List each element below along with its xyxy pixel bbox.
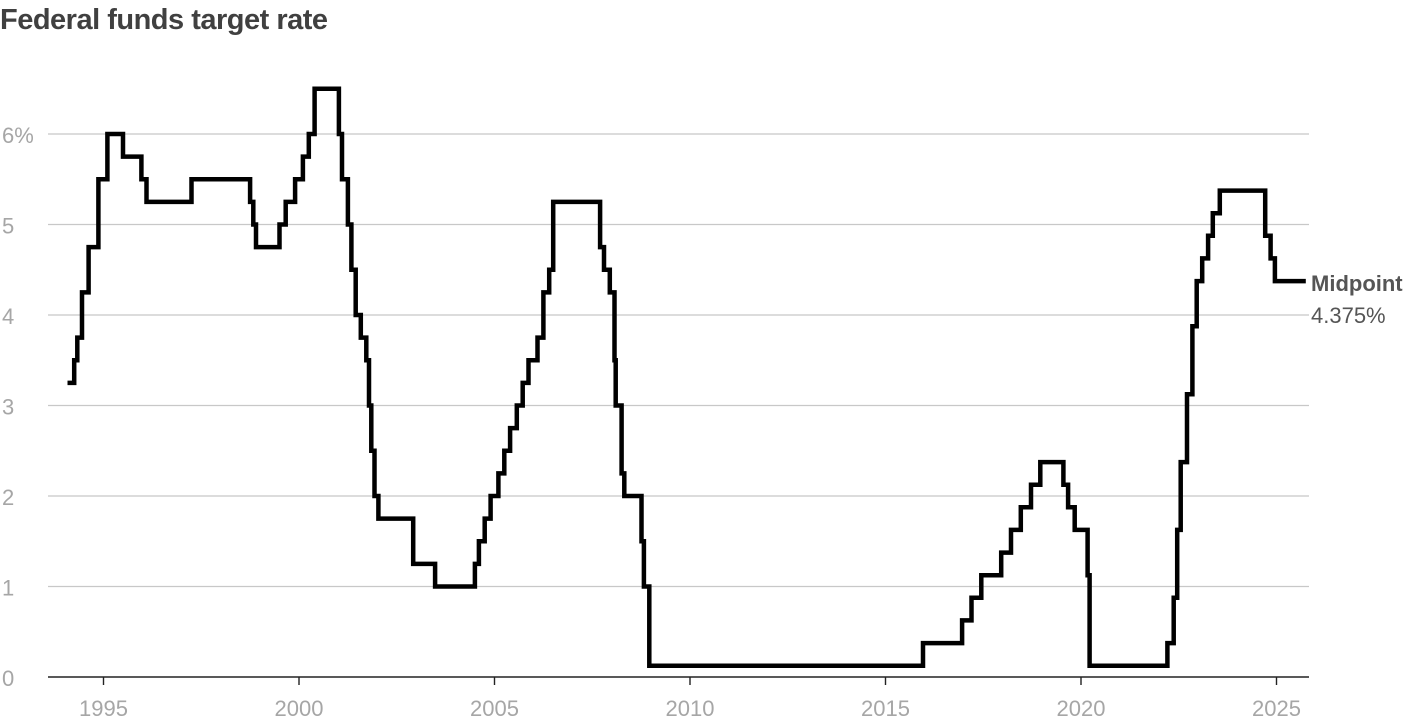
x-tick-label-1995: 1995 (79, 696, 128, 721)
y-tick-label-0: 0 (2, 666, 14, 691)
annotation-label: Midpoint (1311, 271, 1403, 296)
x-tick-label-2010: 2010 (666, 696, 715, 721)
y-tick-label-1: 1 (2, 576, 14, 601)
y-tick-label-3: 3 (2, 395, 14, 420)
x-tick-label-2025: 2025 (1252, 696, 1301, 721)
y-tick-label-2: 2 (2, 485, 14, 510)
y-tick-label-4: 4 (2, 304, 14, 329)
x-tick-label-2005: 2005 (470, 696, 519, 721)
gridlines (48, 133, 1309, 588)
y-tick-label-5: 5 (2, 214, 14, 239)
y-tick-label-6: 6% (2, 123, 34, 148)
y-axis-labels: 0 1 2 3 4 5 6% (2, 123, 34, 691)
rate-step-line-0 (67, 86, 1306, 668)
series-layer (67, 86, 1306, 668)
end-annotation: Midpoint 4.375% (1311, 271, 1403, 328)
x-tick-label-2015: 2015 (861, 696, 910, 721)
x-axis: 1995 2000 2005 2010 2015 2020 2025 (48, 676, 1309, 721)
x-tick-label-2000: 2000 (275, 696, 324, 721)
annotation-value: 4.375% (1311, 303, 1386, 328)
chart-title: Federal funds target rate (0, 4, 328, 36)
x-tick-label-2020: 2020 (1057, 696, 1106, 721)
